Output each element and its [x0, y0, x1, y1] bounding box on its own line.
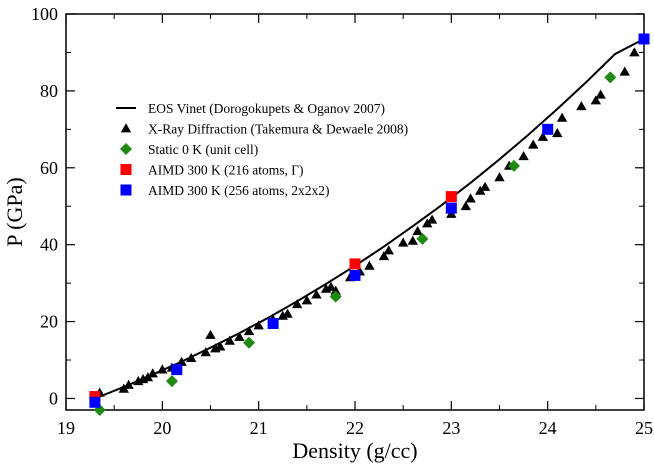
x-tick-label: 19 [57, 418, 75, 438]
data-point-triangle [465, 193, 476, 203]
data-point-triangle [426, 214, 438, 224]
data-point-triangle [595, 89, 606, 99]
legend-swatch-diamond [120, 143, 132, 155]
data-point-triangle [407, 235, 418, 245]
legend-label: AIMD 300 K (256 atoms, 2x2x2) [148, 183, 330, 198]
data-point-square [445, 202, 457, 214]
data-point-square [89, 396, 101, 408]
legend-label: AIMD 300 K (216 atoms, Γ) [148, 163, 304, 178]
series-0 [94, 38, 644, 400]
series-4 [89, 33, 650, 408]
x-axis-title: Density (g/cc) [292, 438, 417, 463]
data-point-diamond [243, 336, 256, 349]
data-point-triangle [576, 101, 587, 111]
data-point-triangle [253, 320, 264, 330]
data-point-triangle [214, 341, 226, 351]
data-point-diamond [604, 71, 617, 84]
data-point-triangle [528, 139, 539, 149]
legend-label: EOS Vinet (Dorogokupets & Oganov 2007) [148, 101, 385, 116]
series-2 [93, 71, 617, 416]
data-point-square [171, 364, 183, 376]
x-tick-label: 20 [153, 418, 171, 438]
data-point-diamond [416, 232, 429, 245]
data-point-triangle [460, 201, 471, 211]
data-point-triangle [157, 364, 168, 374]
data-point-triangle [378, 251, 390, 261]
y-axis-title: P (GPa) [2, 177, 27, 246]
data-point-triangle [397, 237, 409, 247]
data-point-square [89, 391, 101, 403]
legend-swatch-square [120, 184, 132, 196]
series-3 [89, 191, 457, 403]
data-point-triangle [186, 352, 197, 362]
data-point-square [542, 123, 554, 135]
legend: EOS Vinet (Dorogokupets & Oganov 2007) X-… [116, 101, 408, 198]
x-tick-label: 21 [250, 418, 268, 438]
data-point-triangle [494, 172, 505, 182]
data-point-triangle [412, 226, 423, 236]
y-tick-label: 80 [40, 81, 58, 101]
x-tick-label: 25 [635, 418, 653, 438]
data-point-triangle [383, 245, 394, 255]
data-point-triangle [537, 131, 549, 141]
series-1 [94, 47, 640, 397]
data-point-triangle [556, 112, 568, 122]
data-point-triangle [422, 218, 433, 228]
data-point-triangle [243, 325, 255, 336]
series-layer [89, 33, 650, 416]
data-point-triangle [629, 47, 640, 57]
x-tick-label: 24 [539, 418, 557, 438]
data-point-triangle [200, 347, 211, 357]
data-point-triangle [479, 181, 491, 191]
data-point-triangle [282, 308, 293, 318]
data-point-triangle [325, 281, 337, 291]
data-point-diamond [329, 290, 342, 303]
plot-frame [65, 13, 645, 411]
data-point-triangle [590, 95, 602, 105]
data-point-square [349, 258, 361, 270]
eos-vinet-line [94, 38, 644, 400]
y-tick-label: 60 [40, 158, 58, 178]
y-tick-label: 0 [49, 388, 58, 408]
legend-label: X-Ray Diffraction (Takemura & Dewaele 20… [148, 122, 408, 137]
data-point-triangle [147, 368, 158, 378]
x-tick-label: 23 [442, 418, 460, 438]
data-point-triangle [330, 285, 341, 295]
data-point-triangle [301, 295, 313, 305]
data-point-triangle [364, 260, 375, 270]
y-tick-label: 40 [40, 235, 58, 255]
y-tick-label: 20 [40, 312, 58, 332]
data-point-triangle [475, 185, 486, 195]
data-point-triangle [234, 331, 245, 341]
data-point-triangle [142, 372, 154, 382]
data-point-square [638, 33, 650, 45]
data-point-square [445, 191, 457, 203]
x-tick-label: 22 [346, 418, 364, 438]
data-point-square [349, 269, 361, 281]
data-point-diamond [507, 159, 520, 172]
data-point-triangle [176, 356, 187, 366]
legend-label: Static 0 K (unit cell) [148, 142, 258, 157]
data-point-triangle [619, 66, 630, 76]
data-point-triangle [552, 127, 563, 138]
data-point-triangle [292, 299, 303, 309]
data-point-triangle [311, 289, 322, 299]
data-point-diamond [165, 375, 178, 388]
axis-ticks: 19 20 21 22 23 24 25 0 20 40 60 80 100 [31, 4, 653, 438]
legend-swatch-triangle [120, 123, 132, 133]
data-point-square [267, 317, 279, 329]
data-point-triangle [123, 379, 134, 389]
y-tick-label: 100 [31, 4, 58, 24]
data-point-triangle [205, 329, 216, 339]
data-point-triangle [224, 335, 235, 345]
legend-swatch-square [120, 164, 132, 175]
data-point-triangle [118, 383, 129, 393]
data-point-triangle [518, 151, 529, 161]
